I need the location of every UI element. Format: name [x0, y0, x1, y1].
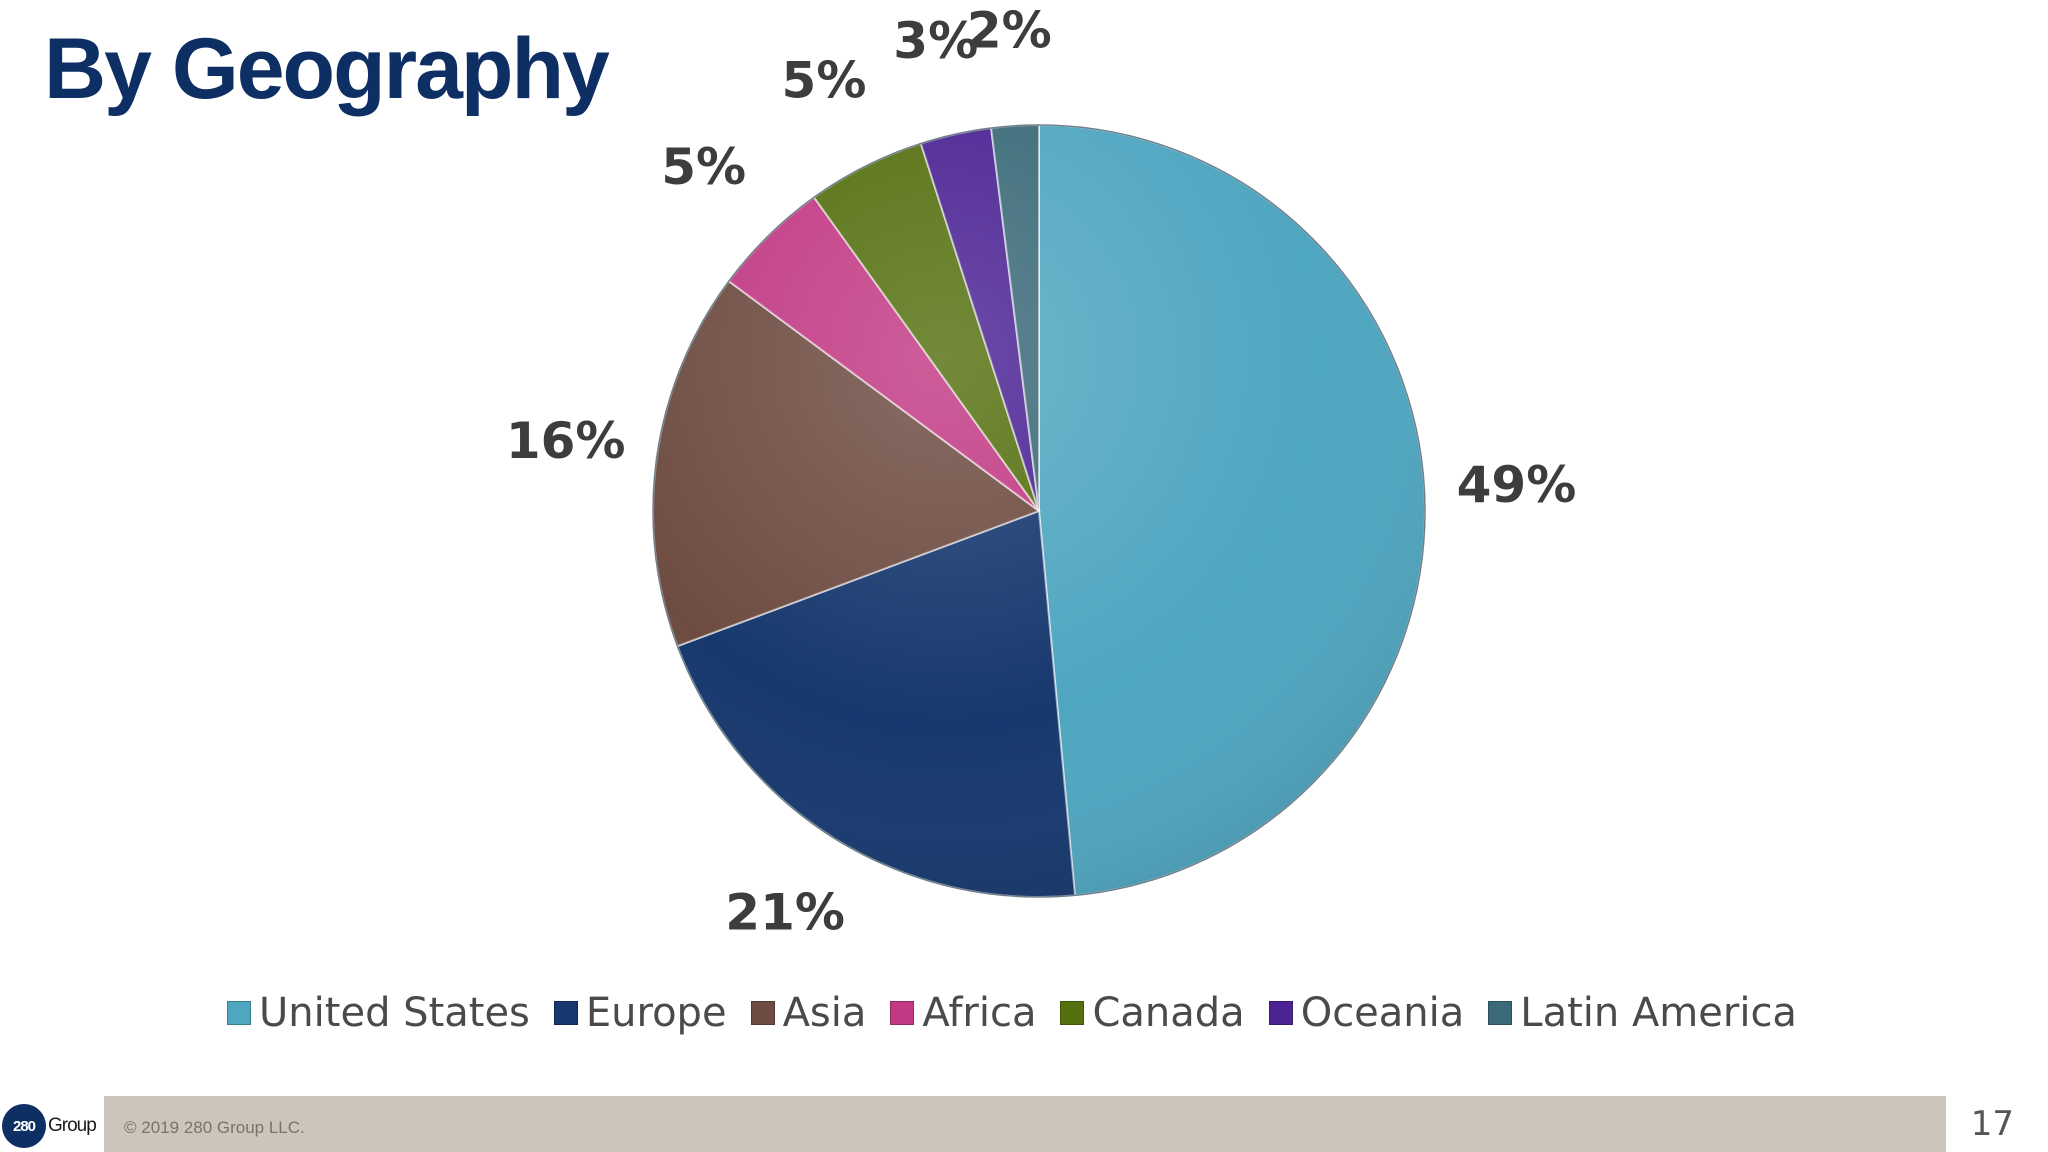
pie-label-asia: 16%: [506, 412, 626, 470]
legend-label-canada: Canada: [1092, 990, 1245, 1036]
pie-label-oceania: 3%: [893, 12, 978, 70]
legend-item-latin-america: Latin America: [1488, 990, 1797, 1036]
pie-label-united-states: 49%: [1457, 456, 1577, 514]
pie-sheen: [652, 124, 1426, 898]
company-logo: 280 Group: [2, 1104, 97, 1148]
page-title: By Geography: [44, 21, 610, 117]
legend-swatch-oceania: [1268, 1001, 1293, 1025]
legend-item-asia: Asia: [750, 990, 867, 1036]
legend-swatch-africa: [890, 1001, 915, 1025]
legend-item-united-states: United States: [227, 990, 530, 1036]
legend-item-canada: Canada: [1060, 990, 1245, 1036]
logo-word: Group: [48, 1115, 97, 1136]
legend-item-oceania: Oceania: [1268, 990, 1465, 1036]
pie-label-latin-america: 2%: [967, 1, 1052, 59]
legend-label-oceania: Oceania: [1300, 990, 1465, 1036]
legend-label-asia: Asia: [782, 990, 867, 1036]
legend-swatch-asia: [750, 1001, 775, 1025]
pie-label-europe: 21%: [725, 884, 845, 942]
page-number: 17: [1970, 1104, 2014, 1144]
chart-legend: United States Europe Asia Africa Canada …: [0, 990, 2048, 1036]
legend-swatch-canada: [1060, 1001, 1085, 1025]
legend-label-united-states: United States: [259, 990, 530, 1036]
legend-label-africa: Africa: [922, 990, 1037, 1036]
pie-label-africa: 5%: [661, 138, 746, 196]
pie-labels: 49% 21% 16% 5% 5% 3%2%: [506, 1, 1576, 941]
legend-swatch-europe: [553, 1001, 578, 1025]
pie-label-canada: 5%: [782, 52, 867, 110]
copyright-notice: © 2019 280 Group LLC.: [124, 1118, 305, 1137]
legend-item-europe: Europe: [553, 990, 727, 1036]
legend-label-europe: Europe: [585, 990, 727, 1036]
footer-bar: [104, 1096, 1946, 1152]
legend-label-latin-america: Latin America: [1520, 990, 1797, 1036]
pie-chart: 49% 21% 16% 5% 5% 3%2%: [506, 1, 1576, 941]
legend-item-africa: Africa: [890, 990, 1036, 1036]
pie-slices: [652, 123, 1427, 898]
legend-swatch-latin-america: [1488, 1001, 1513, 1025]
legend-swatch-united-states: [227, 1001, 252, 1025]
logo-mark: 280: [2, 1104, 46, 1148]
